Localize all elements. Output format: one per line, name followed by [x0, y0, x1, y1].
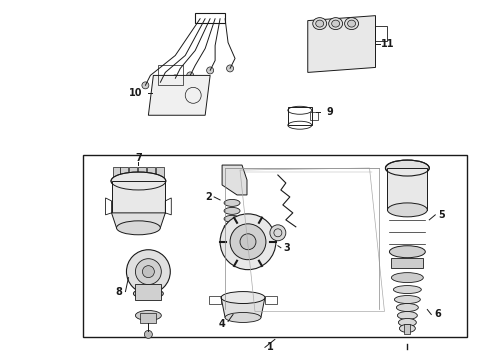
Ellipse shape — [399, 324, 416, 332]
Bar — [147, 167, 155, 179]
Ellipse shape — [111, 172, 166, 190]
Text: 8: 8 — [115, 287, 122, 297]
Polygon shape — [112, 213, 165, 228]
Ellipse shape — [398, 319, 416, 327]
Bar — [83, 155, 467, 337]
Ellipse shape — [388, 203, 427, 217]
Polygon shape — [221, 298, 265, 318]
Text: 5: 5 — [438, 210, 444, 220]
Circle shape — [187, 72, 194, 79]
Circle shape — [220, 214, 276, 270]
Bar — [113, 167, 121, 179]
Circle shape — [270, 225, 286, 241]
Ellipse shape — [224, 215, 240, 222]
Ellipse shape — [347, 20, 356, 27]
Ellipse shape — [133, 289, 163, 298]
Circle shape — [135, 259, 161, 285]
Circle shape — [226, 65, 234, 72]
Text: 11: 11 — [381, 39, 394, 49]
Bar — [156, 167, 164, 179]
Text: 9: 9 — [326, 107, 333, 117]
Ellipse shape — [386, 160, 429, 176]
Bar — [310, 112, 318, 120]
Text: 7: 7 — [135, 153, 142, 163]
Ellipse shape — [223, 233, 241, 241]
Bar — [158, 66, 183, 85]
Bar — [392, 258, 423, 268]
Bar — [265, 296, 277, 303]
Circle shape — [240, 234, 256, 250]
Circle shape — [172, 75, 179, 82]
Ellipse shape — [224, 199, 240, 206]
Circle shape — [157, 79, 164, 86]
Polygon shape — [308, 15, 375, 72]
Ellipse shape — [316, 20, 324, 27]
Ellipse shape — [329, 18, 343, 30]
Ellipse shape — [397, 311, 417, 319]
Text: 1: 1 — [267, 342, 273, 352]
Ellipse shape — [224, 207, 240, 214]
Ellipse shape — [392, 273, 423, 283]
Ellipse shape — [224, 223, 240, 230]
Circle shape — [145, 330, 152, 338]
Circle shape — [230, 224, 266, 260]
Bar — [288, 107, 312, 125]
Ellipse shape — [396, 303, 418, 311]
Circle shape — [126, 250, 171, 293]
Polygon shape — [148, 75, 210, 115]
Polygon shape — [222, 165, 247, 195]
Bar — [135, 284, 161, 300]
Bar — [129, 167, 137, 179]
Ellipse shape — [390, 246, 425, 258]
Bar — [112, 181, 165, 213]
Ellipse shape — [225, 312, 261, 323]
Bar — [138, 167, 147, 179]
Text: 10: 10 — [129, 88, 142, 98]
Text: 6: 6 — [434, 310, 441, 319]
Circle shape — [142, 82, 149, 89]
Bar — [375, 26, 388, 41]
Bar — [209, 296, 221, 303]
Ellipse shape — [394, 296, 420, 303]
Ellipse shape — [332, 20, 340, 27]
Ellipse shape — [221, 292, 265, 303]
Ellipse shape — [393, 285, 421, 293]
Ellipse shape — [313, 18, 327, 30]
Circle shape — [207, 67, 214, 74]
Text: 2: 2 — [205, 192, 212, 202]
Circle shape — [143, 266, 154, 278]
Bar — [141, 314, 156, 323]
Bar — [121, 167, 128, 179]
Text: 3: 3 — [283, 243, 290, 253]
Ellipse shape — [117, 221, 160, 235]
Bar — [404, 324, 410, 334]
Bar — [195, 13, 225, 23]
Ellipse shape — [135, 310, 161, 320]
Text: 4: 4 — [219, 319, 225, 329]
Ellipse shape — [344, 18, 359, 30]
Bar — [388, 168, 427, 210]
